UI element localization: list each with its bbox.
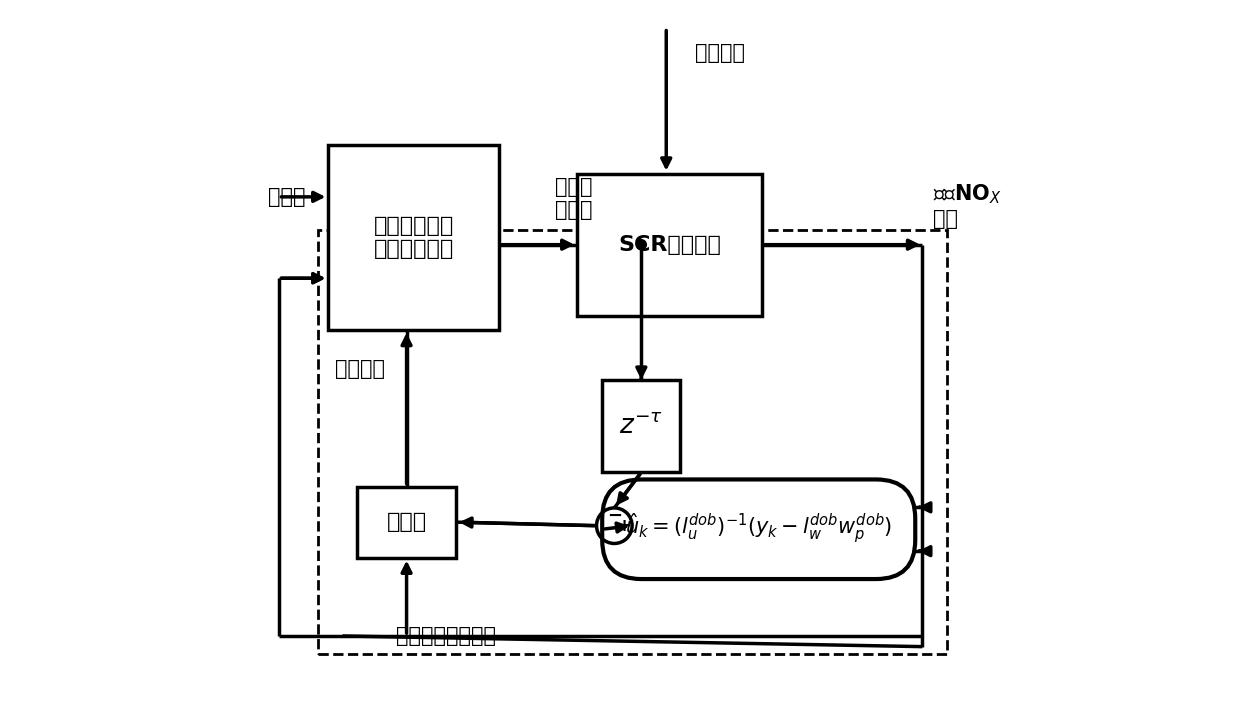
Text: 滤波器: 滤波器 — [387, 512, 427, 532]
Text: +: + — [616, 517, 631, 535]
Text: 喷氨阀
门开度: 喷氨阀 门开度 — [556, 177, 593, 220]
FancyBboxPatch shape — [329, 145, 498, 330]
Text: 未知扰动: 未知扰动 — [694, 42, 745, 62]
Text: $\hat{u}_k=(l_u^{dob})^{-1}(y_k-l_w^{dob}w_p^{dob})$: $\hat{u}_k=(l_u^{dob})^{-1}(y_k-l_w^{dob… — [625, 512, 893, 546]
Text: $z^{-\tau}$: $z^{-\tau}$ — [620, 413, 663, 439]
FancyBboxPatch shape — [578, 174, 763, 315]
FancyBboxPatch shape — [603, 480, 915, 579]
Text: SCR脱硝系统: SCR脱硝系统 — [619, 234, 722, 255]
Circle shape — [636, 239, 646, 250]
Text: 数据驱动扰动
抑制预测控制: 数据驱动扰动 抑制预测控制 — [373, 216, 454, 259]
Text: 扰动估计: 扰动估计 — [336, 359, 386, 379]
FancyBboxPatch shape — [357, 487, 456, 558]
FancyBboxPatch shape — [603, 380, 681, 473]
Text: −: − — [606, 507, 622, 525]
Text: 设定值: 设定值 — [268, 187, 305, 207]
Text: 子空间扰动观测器: 子空间扰动观测器 — [396, 626, 496, 646]
Text: 出口NO$_X$
浓度: 出口NO$_X$ 浓度 — [932, 182, 1002, 229]
